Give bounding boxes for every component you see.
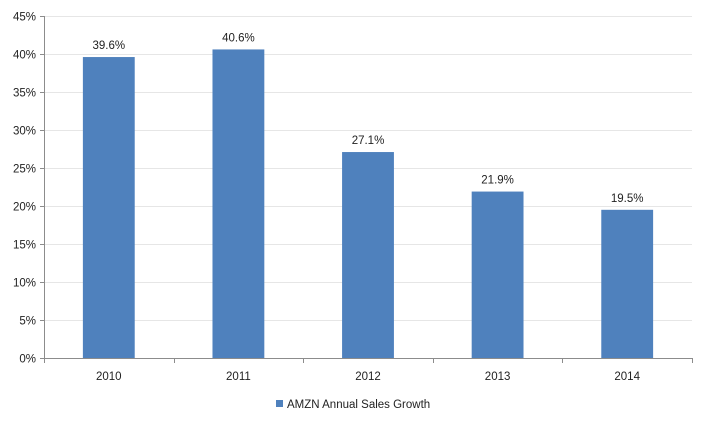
y-tick-label: 20%	[13, 202, 36, 214]
legend: AMZN Annual Sales Growth	[276, 399, 430, 411]
y-tick-label: 15%	[13, 240, 36, 252]
data-labels: 39.6% 40.6% 27.1% 21.9% 19.5%	[92, 32, 643, 204]
y-tick-label: 10%	[13, 278, 36, 290]
data-label-2014: 19.5%	[611, 193, 644, 205]
bar-2014	[601, 209, 654, 358]
x-tick-label-2012: 2012	[355, 371, 381, 383]
data-label-2013: 21.9%	[481, 175, 514, 187]
bars	[82, 49, 654, 358]
bar-2011	[212, 49, 265, 358]
x-tick-label-2010: 2010	[96, 371, 122, 383]
data-label-2010: 39.6%	[92, 40, 125, 52]
y-tick-label: 25%	[13, 164, 36, 176]
x-tick-label-2014: 2014	[614, 371, 640, 383]
bar-2012	[342, 152, 394, 358]
legend-label: AMZN Annual Sales Growth	[287, 399, 430, 411]
y-tick-label: 30%	[13, 126, 36, 138]
bar-2010	[82, 57, 135, 358]
x-tick-labels: 2010 2011 2012 2013 2014	[96, 371, 641, 383]
y-tick-label: 5%	[19, 316, 36, 328]
data-label-2012: 27.1%	[352, 135, 385, 147]
y-tick-label: 45%	[13, 12, 36, 24]
y-tick-label: 0%	[19, 354, 36, 366]
bar-2013	[471, 191, 524, 358]
x-tick-label-2013: 2013	[485, 371, 511, 383]
axes	[40, 16, 693, 363]
data-label-2011: 40.6%	[222, 32, 255, 44]
y-tick-label: 35%	[13, 88, 36, 100]
y-tick-labels: 0% 5% 10% 15% 20% 25% 30% 35% 40% 45%	[13, 12, 36, 366]
legend-swatch	[276, 400, 283, 407]
x-tick-label-2011: 2011	[226, 371, 251, 383]
y-tick-label: 40%	[13, 50, 36, 62]
